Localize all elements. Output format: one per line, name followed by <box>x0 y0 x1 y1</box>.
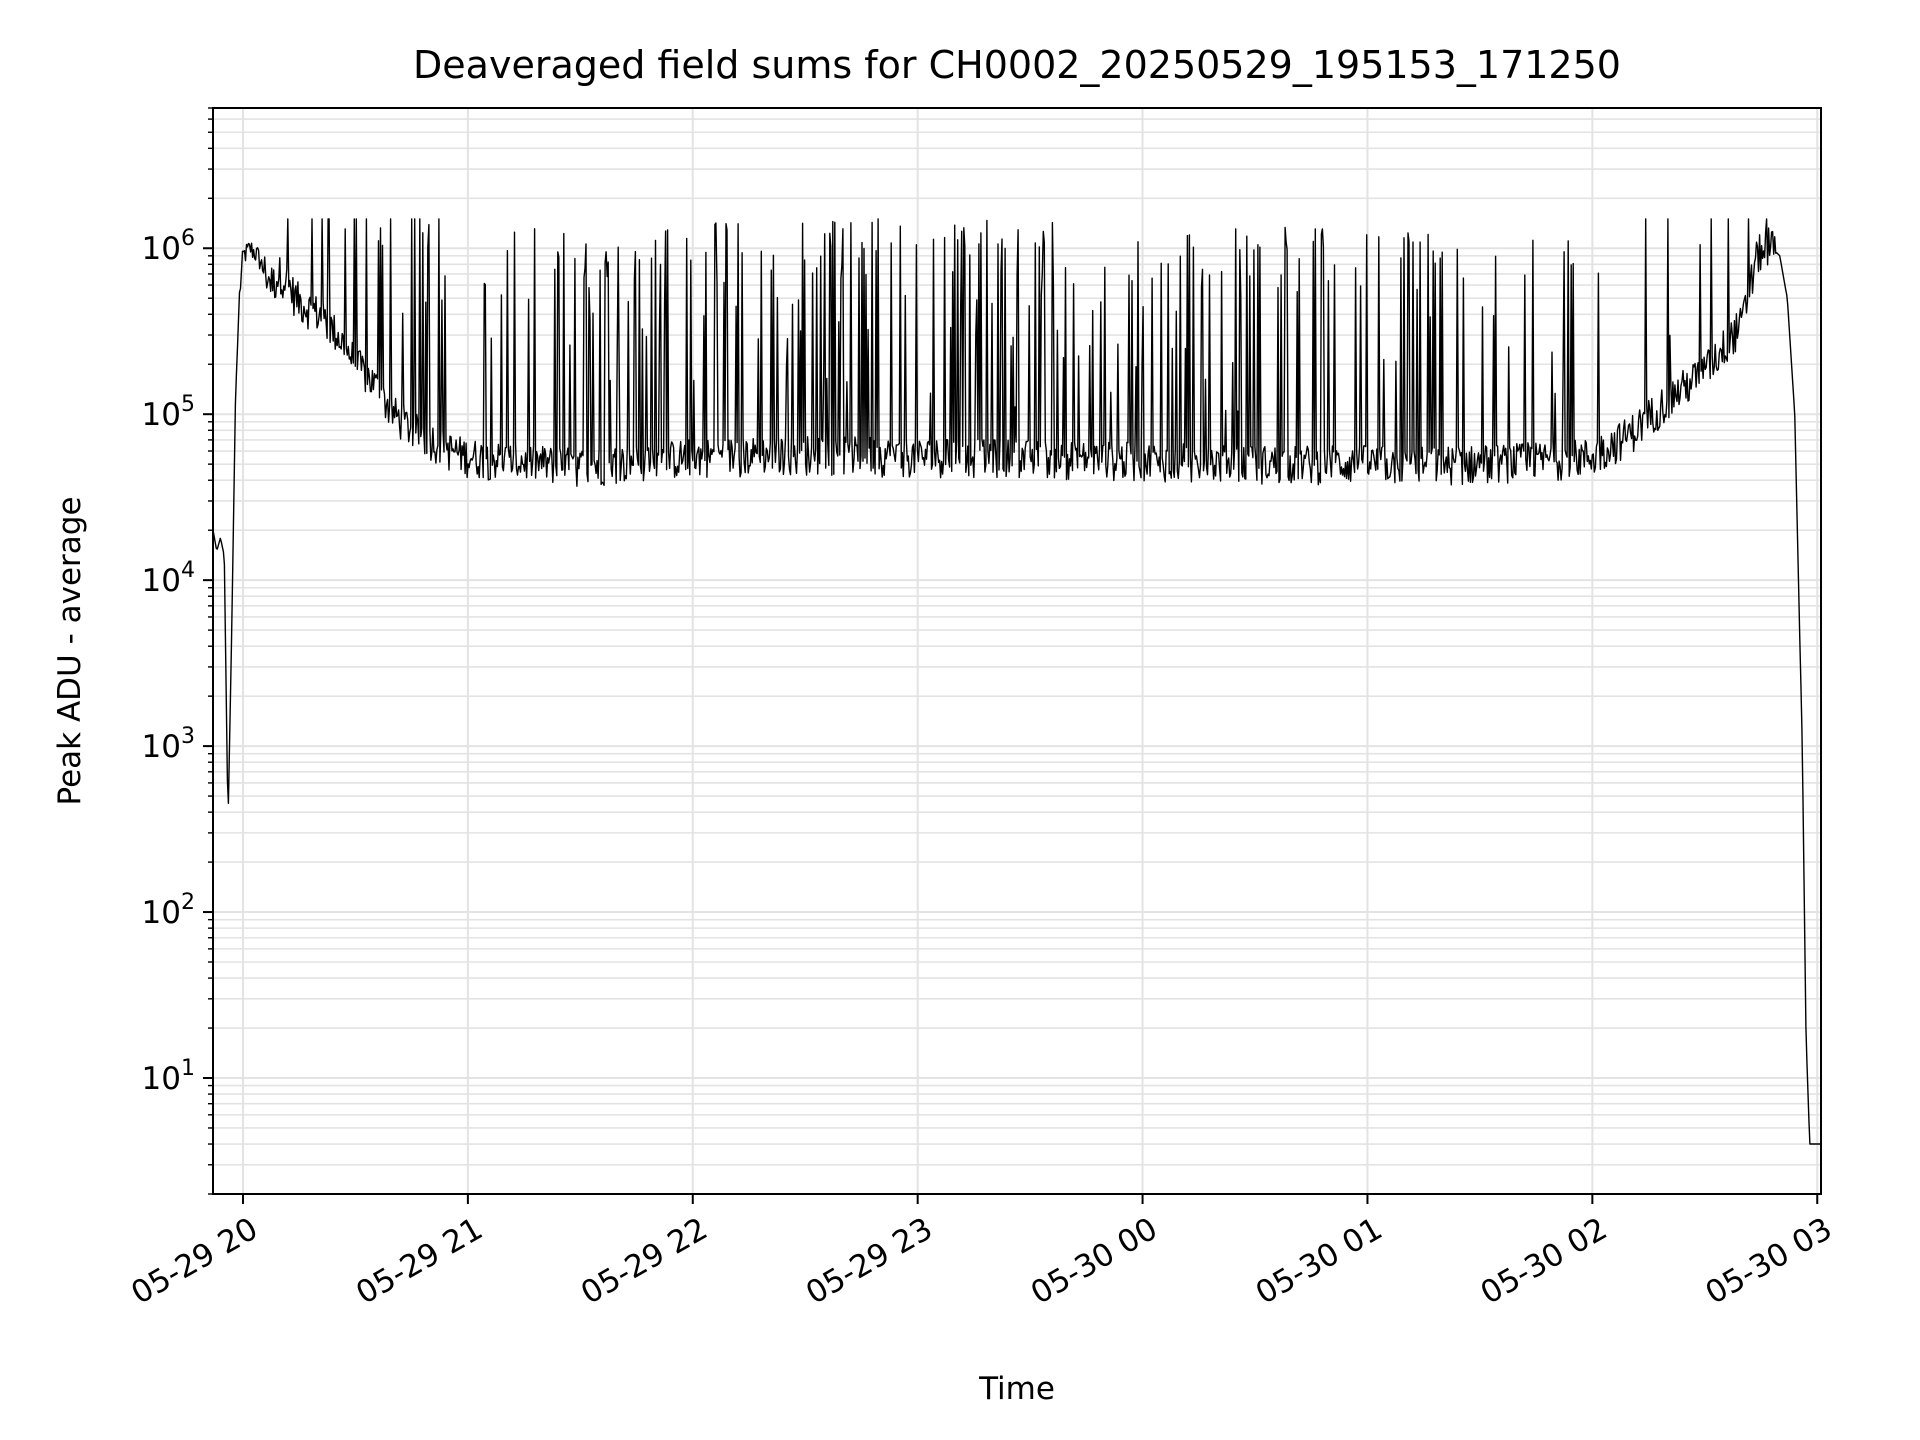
y-tick-label: 101 <box>142 1056 195 1097</box>
plot-area <box>213 218 1821 1145</box>
series-line <box>213 218 1821 1145</box>
grid <box>213 107 1821 1195</box>
plot-frame <box>212 107 1822 1195</box>
y-tick-label: 102 <box>142 890 195 931</box>
y-tick-label: 104 <box>142 558 195 599</box>
x-axis-label: Time <box>978 1371 1055 1407</box>
y-axis-label: Peak ADU - average <box>52 496 88 805</box>
y-tick-label: 105 <box>142 392 195 433</box>
chart-title: Deaveraged field sums for CH0002_2025052… <box>413 43 1621 87</box>
y-tick-label: 103 <box>142 724 195 765</box>
series-group <box>213 218 1821 1145</box>
y-tick-label: 106 <box>142 226 195 267</box>
